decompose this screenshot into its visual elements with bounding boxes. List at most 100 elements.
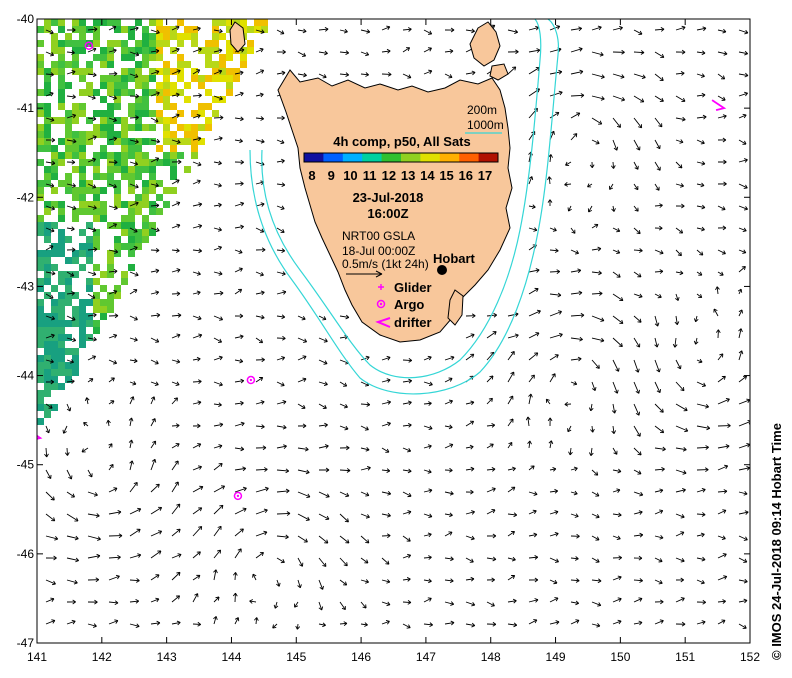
current-arrow: [717, 249, 726, 255]
current-arrow-head: [53, 555, 57, 561]
sst-cell: [114, 292, 121, 299]
current-arrow-head: [617, 512, 622, 518]
current-arrow: [591, 557, 600, 563]
current-arrow: [696, 359, 703, 363]
x-tick-label: 146: [351, 650, 371, 664]
current-arrow: [213, 423, 223, 427]
current-arrow: [402, 491, 412, 497]
current-arrow: [612, 73, 625, 78]
current-arrow: [129, 508, 141, 515]
current-arrow-head: [72, 205, 77, 211]
current-arrow: [276, 381, 285, 386]
tasmania-mainland: [277, 69, 513, 343]
current-arrow: [549, 154, 552, 163]
current-arrow-head: [492, 556, 497, 562]
sst-cell: [170, 68, 177, 75]
current-arrow-head: [744, 50, 748, 56]
sst-cell: [142, 40, 149, 47]
current-arrow: [444, 513, 453, 516]
sst-cell: [107, 264, 114, 271]
current-arrow-head: [639, 532, 644, 538]
current-arrow: [612, 161, 615, 169]
sst-cell: [128, 138, 135, 145]
current-arrow: [318, 51, 328, 54]
current-arrow: [213, 271, 223, 275]
current-arrow: [213, 29, 223, 32]
current-arrow-head: [533, 532, 538, 538]
current-arrow: [612, 117, 621, 128]
current-arrow: [633, 579, 643, 582]
sst-cell: [191, 33, 198, 40]
current-arrow: [507, 486, 516, 493]
current-arrow: [675, 183, 684, 187]
current-arrow-head: [533, 491, 538, 496]
current-arrow-head: [365, 446, 370, 452]
current-arrow-head: [428, 555, 432, 560]
current-arrow: [234, 359, 243, 362]
sst-cell: [72, 26, 79, 33]
current-arrow-head: [557, 310, 562, 315]
current-arrow: [150, 183, 159, 187]
current-arrow: [591, 513, 600, 518]
current-arrow-head: [73, 579, 78, 585]
current-arrow-head: [615, 367, 620, 372]
current-arrow-head: [407, 422, 412, 428]
current-arrow-head: [259, 339, 264, 344]
current-arrow: [612, 425, 615, 434]
current-arrow: [633, 447, 642, 456]
sst-cell: [163, 61, 170, 68]
current-arrow-head: [579, 336, 583, 342]
current-arrow: [528, 332, 540, 339]
sst-cell: [37, 306, 44, 313]
sst-cell: [149, 187, 156, 194]
current-arrow-head: [511, 575, 516, 579]
current-arrow: [465, 623, 475, 627]
current-arrow-head: [92, 157, 97, 163]
current-arrow-head: [93, 26, 98, 32]
current-arrow: [66, 469, 72, 480]
current-arrow: [272, 623, 278, 629]
sst-cell: [79, 243, 86, 250]
current-arrow: [381, 469, 390, 472]
colorbar-tick-label: 17: [478, 168, 492, 183]
sst-cell: [135, 117, 142, 124]
current-arrow: [591, 381, 596, 391]
current-arrow-head: [491, 467, 496, 472]
current-arrow-head: [197, 315, 202, 321]
current-arrow: [276, 512, 291, 515]
sst-cell: [51, 306, 58, 313]
sst-cell: [65, 334, 72, 341]
sst-cell: [149, 19, 156, 26]
current-arrow-head: [285, 468, 290, 474]
current-arrow: [612, 293, 624, 301]
sst-cell: [86, 222, 93, 229]
current-arrow: [696, 205, 705, 208]
current-arrow-head: [344, 518, 349, 523]
x-tick-label: 145: [286, 650, 306, 664]
current-arrow-head: [71, 70, 76, 75]
current-arrow-head: [701, 556, 706, 562]
current-arrow-head: [512, 598, 517, 604]
current-arrow: [633, 621, 643, 625]
current-arrow-head: [130, 396, 135, 401]
current-arrow-head: [702, 26, 707, 32]
current-arrow-head: [322, 316, 327, 321]
current-arrow-head: [325, 515, 330, 521]
current-arrow: [234, 572, 236, 581]
current-arrow-head: [702, 114, 707, 120]
sst-cell: [107, 152, 114, 159]
x-tick-label: 141: [27, 650, 47, 664]
current-arrow: [591, 271, 602, 274]
current-arrow-head: [428, 381, 433, 387]
current-arrow: [444, 400, 453, 405]
current-arrow-head: [217, 182, 222, 188]
current-arrow-head: [70, 359, 74, 364]
sst-cell: [142, 215, 149, 222]
sst-cell: [51, 404, 58, 411]
current-arrow: [609, 183, 614, 190]
current-arrow-head: [176, 268, 181, 273]
sst-cell: [114, 166, 121, 173]
current-arrow: [255, 315, 265, 319]
sst-cell: [142, 222, 149, 229]
current-arrow-head: [240, 378, 245, 384]
